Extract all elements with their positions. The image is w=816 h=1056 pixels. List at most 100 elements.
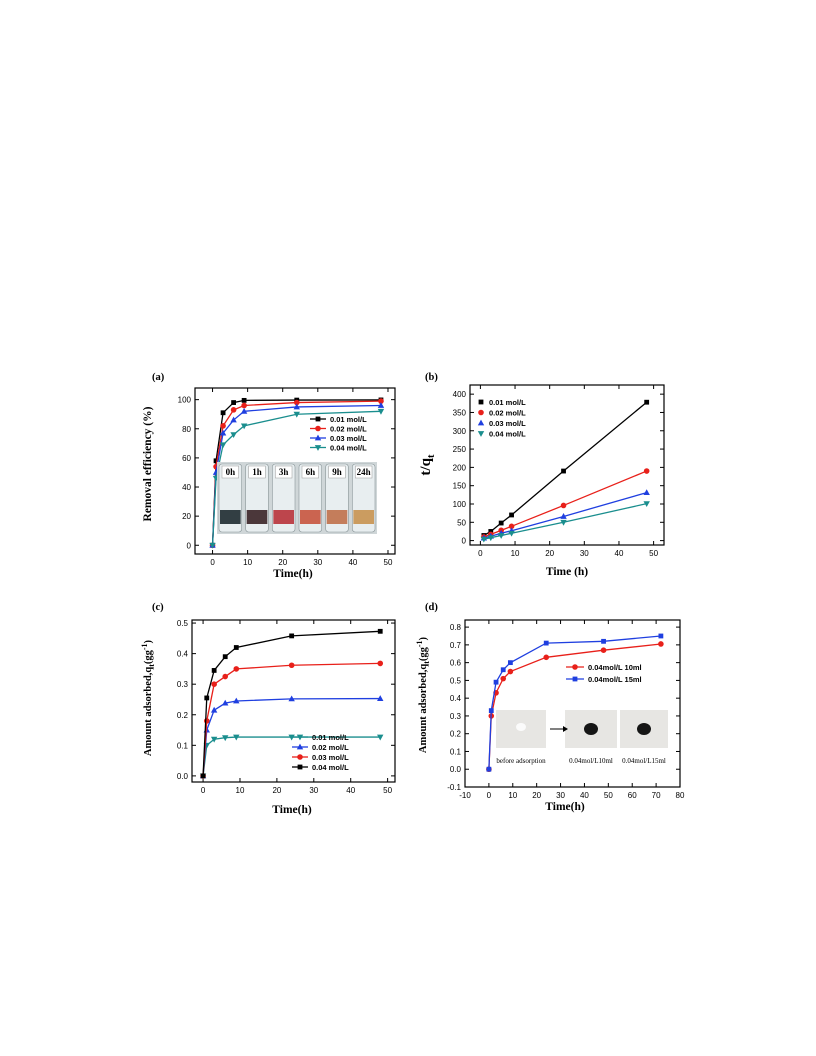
x-tick-label: 20 — [532, 791, 541, 800]
data-point — [498, 520, 504, 526]
x-tick-label: 20 — [272, 786, 281, 795]
xlabel-d: Time(h) — [545, 801, 585, 813]
data-point — [210, 736, 218, 743]
y-tick-label: 50 — [457, 518, 466, 527]
legend-entry: 0.03 mol/L — [489, 419, 526, 428]
legend: 0.01 mol/L0.02 mol/L0.03 mol/L0.04 mol/L — [292, 733, 349, 772]
x-tick-label: 80 — [676, 791, 685, 800]
series-line — [483, 492, 647, 539]
x-tick-label: 30 — [313, 558, 322, 567]
vial-tag — [301, 465, 319, 479]
data-point — [500, 667, 506, 673]
y-tick-label: 350 — [453, 408, 467, 417]
xlabel-b: Time (h) — [546, 566, 588, 578]
ylabel-c-exp: -1 — [140, 643, 149, 650]
x-tick-label: 70 — [652, 791, 661, 800]
legend-marker — [478, 399, 484, 405]
vial-liquid — [273, 510, 294, 524]
photo-background — [217, 462, 377, 534]
x-tick-label: 10 — [508, 791, 517, 800]
data-point — [241, 402, 247, 409]
data-point — [377, 660, 384, 667]
series-3 — [209, 408, 385, 549]
legend-entry: 0.04mol/L 10ml — [588, 663, 642, 672]
plot-frame — [194, 387, 396, 555]
series-3 — [200, 628, 383, 779]
legend: 0.01 mol/L0.02 mol/L0.03 mol/L0.04 mol/L — [310, 415, 367, 453]
x-tick-label: 30 — [556, 791, 565, 800]
data-point — [204, 695, 210, 701]
data-point — [219, 429, 227, 436]
legend-marker — [314, 445, 322, 451]
plot-frame — [469, 384, 665, 546]
vial-tag — [221, 465, 239, 479]
y-tick-label: -0.1 — [447, 783, 461, 792]
series-1 — [486, 633, 664, 772]
x-tick-label: 60 — [628, 791, 637, 800]
legend-entry: 0.01 mol/L — [330, 415, 367, 424]
data-point — [222, 735, 229, 742]
data-point — [200, 773, 206, 779]
x-tick-label: 40 — [348, 558, 357, 567]
legend-marker — [315, 425, 321, 432]
y-tick-label: 0.1 — [450, 747, 462, 756]
data-point — [486, 766, 492, 772]
y-tick-label: 200 — [453, 463, 467, 472]
data-point — [644, 399, 650, 405]
legend-marker — [477, 431, 485, 437]
data-point — [480, 536, 488, 543]
ylabel-b-main: t/q — [418, 457, 434, 475]
vial-photo-inset: 0h 1h 3h 6h 9h 24h — [217, 462, 377, 534]
chart-c: 0 10 20 30 40 500.00.10.20.30.40.50.01 mol/L0… — [177, 619, 396, 795]
data-point — [203, 718, 210, 724]
y-tick-label: 0.4 — [177, 650, 189, 659]
data-point — [507, 660, 513, 666]
y-tick-label: 80 — [182, 425, 191, 434]
legend-marker — [296, 743, 304, 750]
vial-label: 6h — [306, 467, 316, 477]
x-tick-label: 10 — [243, 558, 252, 567]
y-tick-label: 0.7 — [450, 641, 462, 650]
y-tick-label: 0.2 — [177, 711, 189, 720]
photo-inset-d: before adsorption 0.04mol/L10ml 0.04mol/L1… — [496, 710, 668, 765]
data-point — [230, 432, 237, 438]
data-point — [220, 410, 226, 416]
y-tick-label: 150 — [453, 482, 467, 491]
x-tick-label: 30 — [309, 786, 318, 795]
data-point — [288, 734, 295, 741]
inset-photo-label: before adsorption — [496, 757, 546, 765]
legend-marker — [315, 416, 321, 422]
vial-liquid — [326, 510, 348, 524]
legend-entry: 0.04 mol/L — [330, 444, 367, 453]
series-line — [202, 736, 381, 776]
vial-liquid — [300, 510, 321, 524]
panel-label-c: (c) — [152, 602, 164, 613]
data-point — [500, 675, 507, 682]
data-point — [487, 535, 494, 542]
vial-label: 1h — [252, 467, 262, 477]
data-point — [222, 673, 229, 680]
y-tick-label: 0.2 — [450, 730, 462, 739]
data-point — [230, 407, 237, 413]
legend-marker — [297, 754, 303, 760]
data-point — [560, 513, 567, 519]
data-point — [377, 628, 383, 634]
x-tick-label: 10 — [236, 786, 245, 795]
data-point — [658, 633, 664, 639]
series-line — [202, 662, 381, 776]
series-3 — [480, 501, 650, 543]
ylabel-c-close: ) — [143, 639, 154, 643]
data-point — [561, 468, 566, 474]
data-point — [211, 668, 217, 673]
x-tick-label: 20 — [278, 558, 287, 567]
data-point — [378, 398, 384, 404]
vial-label: 24h — [357, 467, 371, 477]
x-tick-label: 40 — [346, 786, 355, 795]
sample-spot — [516, 723, 526, 731]
data-point — [601, 638, 606, 644]
y-tick-label: 0 — [187, 541, 192, 550]
y-tick-label: 0.6 — [450, 659, 462, 668]
ylabel-c-sub: t — [147, 664, 156, 667]
legend-marker — [572, 664, 578, 670]
data-point — [508, 530, 515, 537]
